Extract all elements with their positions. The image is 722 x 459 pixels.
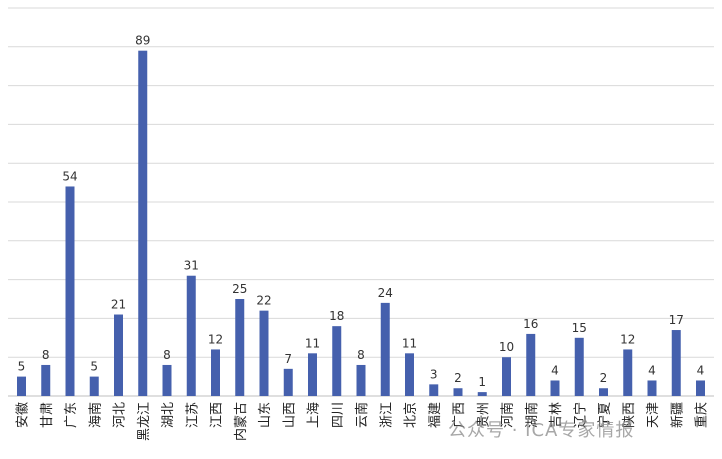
- category-label: 天津: [646, 402, 661, 428]
- bar-辽宁: [574, 337, 584, 396]
- value-label: 54: [62, 169, 77, 183]
- category-label: 黑龙江: [137, 402, 152, 441]
- category-label: 福建: [428, 402, 443, 428]
- bar-湖北: [162, 364, 172, 396]
- value-label: 22: [256, 294, 271, 308]
- value-label: 4: [697, 363, 705, 377]
- category-label: 广东: [64, 402, 79, 428]
- bar-甘肃: [41, 364, 51, 396]
- bar-重庆: [696, 380, 705, 396]
- category-label: 山东: [258, 402, 273, 428]
- value-label: 15: [572, 321, 587, 335]
- value-label: 24: [378, 286, 393, 300]
- bar-湖南: [526, 333, 536, 396]
- bar-江苏: [186, 275, 196, 396]
- value-label: 3: [430, 367, 438, 381]
- value-label: 5: [90, 360, 98, 374]
- bar-吉林: [550, 380, 560, 396]
- category-label: 四川: [331, 402, 346, 428]
- category-label: 山西: [282, 402, 297, 428]
- bar-山东: [259, 310, 269, 396]
- bar-安徽: [17, 376, 26, 396]
- category-labels: 安徽 甘肃 广东 海南 河北 黑龙江 湖北 江苏 江西 内蒙古 山东 山西 上海 四川 云南 浙江 北京 福建 广西…: [16, 402, 710, 441]
- value-label: 31: [184, 259, 199, 273]
- bar-山西: [283, 368, 293, 396]
- bar-江西: [211, 349, 220, 396]
- category-label: 浙江: [379, 402, 394, 428]
- category-label: 云南: [354, 402, 370, 428]
- value-label: 18: [329, 309, 344, 323]
- bar-贵州: [477, 392, 487, 396]
- bars: [17, 50, 705, 397]
- value-label: 25: [232, 282, 247, 296]
- category-label: 陕西: [622, 402, 637, 428]
- value-label: 8: [357, 348, 365, 362]
- value-label: 7: [284, 352, 292, 366]
- value-label: 2: [454, 371, 462, 385]
- watermark: 公众号 · ICA专家情报: [448, 420, 635, 441]
- bar-陕西: [623, 349, 633, 396]
- value-label: 8: [163, 348, 171, 362]
- bar-天津: [647, 380, 657, 396]
- bar-新疆: [671, 330, 681, 396]
- value-label: 4: [648, 363, 656, 377]
- gridlines: [8, 7, 714, 397]
- bar-内蒙古: [235, 299, 245, 396]
- category-label: 湖北: [161, 402, 176, 428]
- category-label: 河北: [113, 402, 128, 428]
- category-label: 新疆: [669, 402, 685, 428]
- value-label: 16: [523, 317, 538, 331]
- value-label: 8: [42, 348, 50, 362]
- bar-河南: [502, 357, 511, 396]
- value-label: 5: [18, 360, 26, 374]
- category-label: 海南: [87, 402, 103, 428]
- category-label: 湖南: [524, 402, 540, 428]
- category-label: 吉林: [549, 402, 564, 428]
- bar-宁夏: [599, 388, 608, 396]
- value-label: 4: [551, 363, 559, 377]
- value-label: 2: [600, 371, 608, 385]
- bar-黑龙江: [138, 50, 148, 397]
- bar-福建: [429, 384, 439, 396]
- value-label: 21: [111, 298, 126, 312]
- category-label: 河南: [500, 402, 516, 428]
- bar-北京: [405, 353, 414, 396]
- category-label: 北京: [404, 402, 419, 428]
- bar-云南: [356, 364, 366, 396]
- bar-广东: [65, 186, 75, 396]
- bar-河北: [114, 314, 123, 396]
- bar-上海: [308, 353, 317, 396]
- category-label: 上海: [307, 402, 322, 428]
- category-label: 江苏: [184, 402, 200, 428]
- value-label: 12: [208, 332, 223, 346]
- category-label: 江西: [210, 402, 225, 428]
- value-label: 11: [402, 336, 417, 350]
- value-label: 89: [135, 34, 150, 48]
- value-label: 1: [478, 375, 486, 389]
- category-label: 安徽: [16, 402, 31, 428]
- value-label: 10: [499, 340, 514, 354]
- value-label: 11: [305, 336, 320, 350]
- category-label: 甘肃: [40, 402, 55, 428]
- category-label: 重庆: [694, 402, 710, 428]
- category-label: 广西: [452, 402, 467, 428]
- category-label: 内蒙古: [233, 402, 249, 441]
- bar-海南: [89, 376, 99, 396]
- value-label: 12: [620, 332, 635, 346]
- category-label: 辽宁: [572, 402, 588, 428]
- bar-广西: [453, 388, 463, 396]
- category-label: 宁夏: [597, 402, 613, 428]
- value-label: 17: [669, 313, 684, 327]
- bar-浙江: [380, 302, 390, 396]
- bar-四川: [332, 326, 342, 396]
- category-label: 贵州: [476, 402, 491, 428]
